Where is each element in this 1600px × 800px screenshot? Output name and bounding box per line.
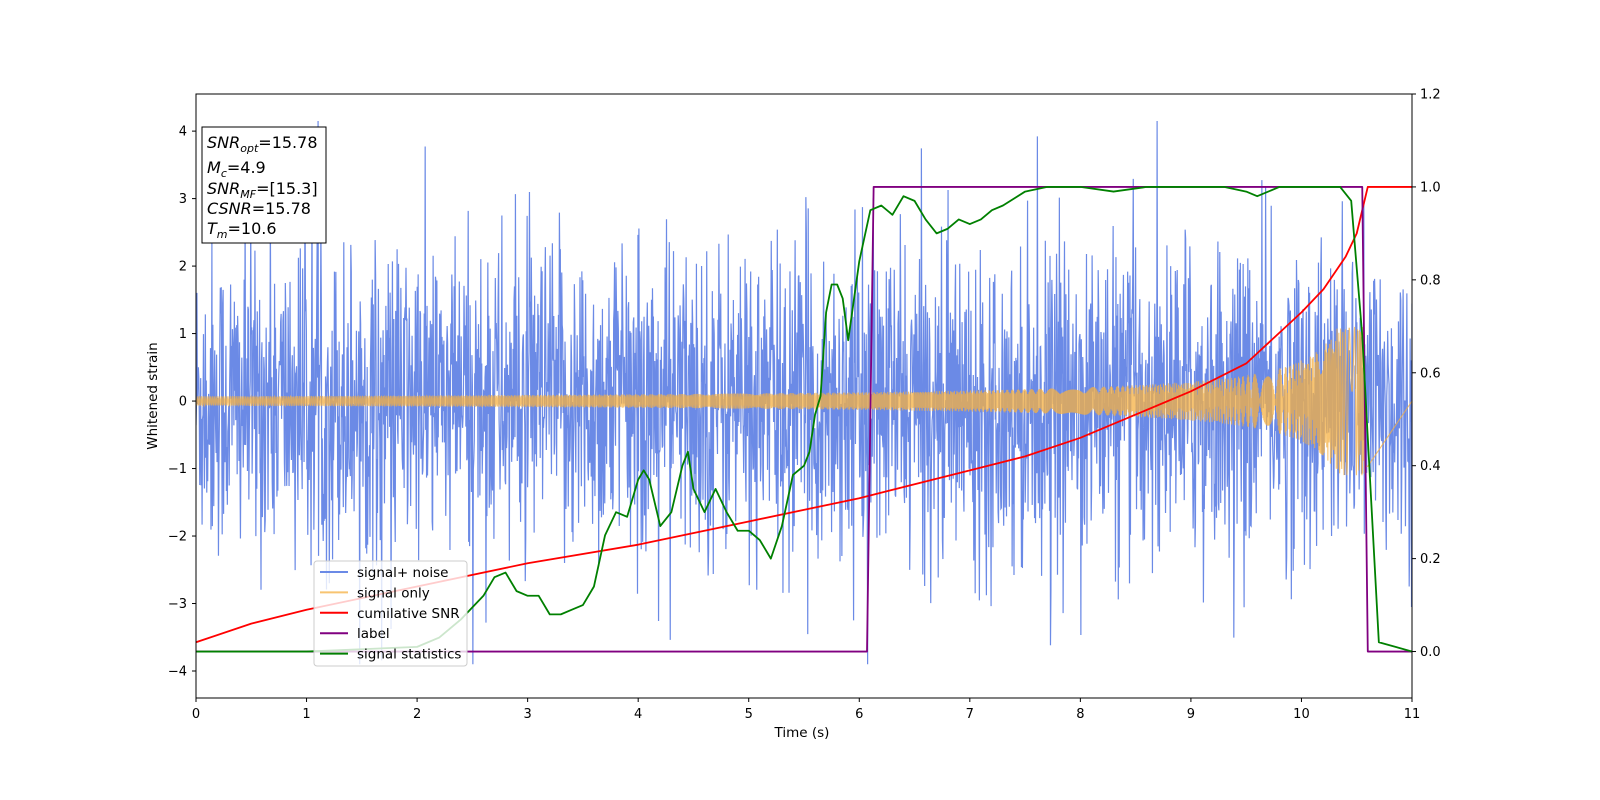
x-tick-label: 4 [634,707,642,722]
right-y-tick-label: 1.0 [1420,180,1441,195]
x-axis-label: Time (s) [774,725,830,741]
legend: signal+ noise signal only cumilative SNR la… [313,560,468,667]
legend-frame [313,560,468,667]
series-signal-only [196,326,1412,476]
legend-item: signal only [320,585,430,601]
info-tm: Tm=10.6 [207,219,277,241]
series-label [196,186,1412,653]
right-y-tick-label: 0.0 [1420,645,1441,660]
series-signal-statistics [196,186,1412,653]
info-snr-mf: SNRMF=[15.3] [207,179,318,201]
x-tick-label: 2 [413,707,421,722]
left-y-tick-label: 3 [179,192,187,207]
left-y-tick-label: 1 [179,327,187,342]
legend-label: label [357,626,390,642]
right-y-axis-ticks: 0.0 0.2 0.4 0.6 0.8 1.0 1.2 [1412,88,1441,660]
right-y-tick-label: 0.4 [1420,459,1441,474]
x-axis-ticks: 0 1 2 3 4 5 6 7 8 9 10 11 [192,698,1420,722]
right-y-tick-label: 1.2 [1420,88,1441,103]
left-y-tick-label: 2 [179,260,187,275]
right-y-tick-label: 0.8 [1420,273,1441,288]
info-csnr: CSNR=15.78 [207,199,311,218]
legend-item: label [320,626,390,642]
x-tick-label: 7 [966,707,974,722]
info-snr-opt: SNRopt=15.78 [207,133,318,155]
x-tick-label: 10 [1293,707,1310,722]
right-y-tick-label: 0.2 [1420,552,1441,567]
axes-frame [195,93,1413,699]
x-tick-label: 9 [1187,707,1195,722]
signal-only-line [196,326,1412,476]
x-tick-label: 0 [192,707,200,722]
legend-item: signal statistics [320,647,461,663]
info-snr-opt-value: =15.78 [258,133,317,152]
info-csnr-value: =15.78 [252,199,311,218]
left-y-axis-ticks: −4 −3 −2 −1 0 1 2 3 4 [168,125,196,680]
left-y-tick-label: −3 [168,597,187,612]
left-y-tick-label: −4 [168,665,187,680]
left-y-tick-label: −1 [168,462,187,477]
x-tick-label: 6 [855,707,863,722]
legend-label: signal only [357,585,430,601]
left-y-tick-label: −2 [168,530,187,545]
info-snr-mf-value: =[15.3] [256,179,318,198]
legend-item: signal+ noise [320,565,448,581]
info-mc: Mc=4.9 [207,158,266,180]
legend-label: signal statistics [357,647,461,663]
x-tick-label: 11 [1404,707,1421,722]
x-tick-label: 1 [302,707,310,722]
y-axis-label: Whitened strain [145,342,161,449]
legend-item: cumilative SNR [320,606,460,622]
info-tm-value: =10.6 [228,219,277,238]
x-tick-label: 8 [1076,707,1084,722]
x-tick-label: 3 [523,707,531,722]
legend-label: cumilative SNR [357,606,460,622]
info-box-frame [201,126,327,244]
left-y-tick-label: 0 [179,395,187,410]
label-line [196,186,1412,653]
info-mc-value: =4.9 [227,158,266,177]
right-y-tick-label: 0.6 [1420,366,1441,381]
signal-statistics-line [196,186,1412,653]
x-tick-label: 5 [745,707,753,722]
legend-label: signal+ noise [357,565,448,581]
left-y-tick-label: 4 [179,125,187,140]
info-box: SNRopt=15.78 Mc=4.9 SNRMF=[15.3] CSNR=15… [201,126,327,244]
